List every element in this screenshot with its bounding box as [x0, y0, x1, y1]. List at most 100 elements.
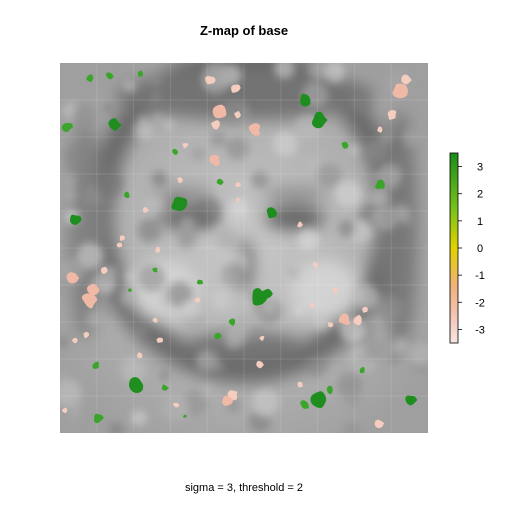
negative-blob	[116, 242, 123, 248]
negative-blob	[119, 235, 125, 241]
texture-spot	[394, 337, 409, 353]
texture-spot	[349, 220, 373, 244]
texture-spot	[306, 355, 328, 377]
positive-z-regions	[61, 70, 418, 424]
texture-spot	[212, 87, 222, 97]
texture-spot	[251, 388, 280, 416]
negative-blob	[66, 272, 79, 284]
negative-blob	[234, 182, 241, 187]
texture-spot	[307, 63, 327, 81]
negative-blob	[177, 177, 184, 184]
texture-spot	[137, 218, 162, 243]
positive-blob	[299, 93, 311, 107]
texture-spot	[159, 370, 170, 381]
positive-blob	[214, 332, 222, 340]
negative-blob	[234, 111, 241, 119]
texture-spot	[348, 143, 361, 156]
texture-spot	[60, 334, 70, 349]
texture-spot	[138, 264, 166, 293]
texture-spot	[210, 131, 226, 148]
negative-blob	[353, 314, 362, 326]
negative-z-regions	[62, 74, 412, 429]
positive-blob	[86, 74, 94, 83]
negative-blob	[297, 381, 303, 388]
texture-spot	[178, 215, 196, 232]
texture-spot	[166, 281, 193, 308]
texture-spot	[220, 64, 242, 86]
negative-blob	[86, 283, 100, 296]
texture-spot	[161, 394, 189, 422]
negative-blob	[377, 126, 383, 133]
negative-blob	[362, 306, 368, 313]
texture-spot	[201, 383, 215, 398]
negative-blob	[211, 120, 220, 130]
positive-blob	[183, 414, 187, 418]
negative-blob	[387, 109, 397, 120]
texture-spot	[151, 114, 162, 124]
texture-spot	[272, 131, 298, 157]
texture-spot	[96, 170, 124, 198]
texture-spot	[248, 410, 271, 433]
texture-spot	[381, 132, 392, 143]
positive-blob	[375, 179, 385, 190]
texture-spot	[374, 358, 389, 374]
negative-blob	[156, 337, 164, 343]
texture-spot	[219, 100, 245, 126]
colorbar: 3 2 1 0 -1 -2 -3	[449, 152, 485, 344]
texture-spot	[334, 180, 362, 208]
texture-spot	[62, 188, 77, 204]
texture-spot	[313, 315, 329, 331]
negative-blob	[83, 331, 90, 339]
negative-blob	[172, 402, 180, 408]
positive-blob	[171, 196, 188, 211]
positive-blob	[108, 118, 122, 131]
positive-blob	[128, 377, 144, 394]
colorbar-tick-label: -3	[475, 324, 485, 336]
negative-blob	[309, 302, 315, 308]
colorbar-tick-label: -1	[475, 270, 485, 282]
negative-blob	[248, 123, 261, 136]
texture-spot	[348, 91, 370, 113]
positive-blob	[216, 178, 224, 186]
negative-blob	[312, 261, 318, 268]
positive-blob	[266, 207, 277, 219]
negative-blob	[327, 322, 334, 328]
texture-spot	[177, 230, 196, 249]
negative-blob	[209, 154, 220, 167]
texture-spot	[195, 349, 218, 372]
texture-spot	[123, 79, 136, 93]
texture-spot	[182, 390, 209, 416]
colorbar-tick-label: -2	[475, 297, 485, 309]
texture-spot	[72, 103, 98, 129]
negative-blob	[259, 335, 265, 341]
negative-blob	[401, 74, 412, 85]
colorbar-tick-label: 1	[477, 216, 483, 228]
texture-spot	[371, 188, 390, 206]
texture-spot	[104, 305, 113, 314]
negative-blob	[256, 360, 264, 369]
negative-blob	[392, 83, 408, 99]
texture-spot	[131, 410, 147, 426]
negative-blob	[182, 143, 189, 149]
colorbar-tick-label: 2	[477, 189, 483, 201]
texture-spot	[293, 305, 304, 317]
negative-blob	[155, 246, 161, 253]
colorbar-tick-label: 0	[477, 243, 483, 255]
positive-blob	[261, 288, 273, 300]
texture-spot	[225, 136, 249, 161]
positive-blob	[326, 385, 333, 395]
positive-blob	[137, 70, 144, 77]
texture-spot	[76, 242, 104, 270]
texture-spot	[387, 351, 402, 366]
negative-blob	[374, 419, 385, 429]
colorbar-tick-label: 3	[477, 162, 483, 174]
texture-spot	[306, 158, 317, 169]
negative-blob	[142, 206, 149, 213]
significance-overlay	[61, 70, 418, 429]
texture-spot	[150, 75, 162, 87]
texture-spot	[364, 137, 389, 162]
texture-spot	[150, 91, 162, 103]
texture-spot	[102, 102, 114, 114]
chart-title: Z-map of base	[199, 23, 289, 38]
